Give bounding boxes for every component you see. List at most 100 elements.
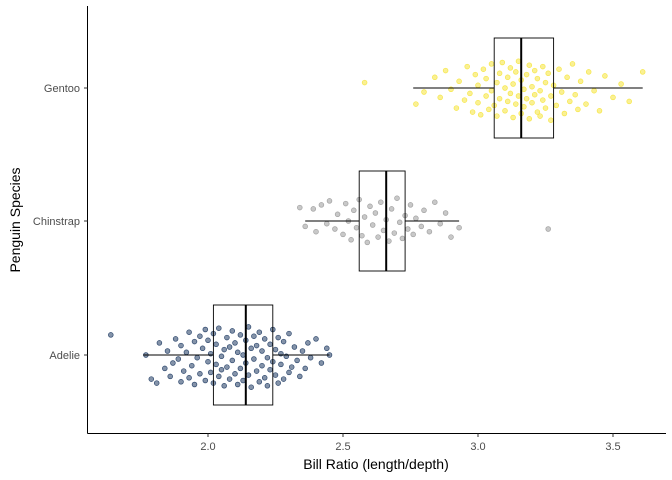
point-adelie xyxy=(207,369,214,376)
point-adelie xyxy=(253,368,260,374)
point-chinstrap xyxy=(418,223,425,230)
point-gentoo xyxy=(626,98,632,105)
point-chinstrap xyxy=(369,222,376,228)
point-chinstrap xyxy=(342,200,349,207)
point-chinstrap xyxy=(407,202,414,208)
point-adelie xyxy=(202,326,209,333)
point-gentoo xyxy=(453,105,460,111)
point-chinstrap xyxy=(353,224,360,231)
y-tick-label-adelie: Adelie xyxy=(49,350,80,362)
point-gentoo xyxy=(542,105,549,111)
point-adelie xyxy=(253,342,260,349)
point-adelie xyxy=(261,375,268,381)
point-adelie xyxy=(178,342,184,349)
point-gentoo xyxy=(515,58,522,64)
point-gentoo xyxy=(523,95,530,102)
point-adelie xyxy=(264,383,271,389)
point-adelie xyxy=(191,381,198,388)
point-gentoo xyxy=(556,66,562,72)
point-chinstrap xyxy=(313,228,319,235)
point-gentoo xyxy=(504,98,511,105)
point-gentoo xyxy=(456,78,462,85)
point-adelie xyxy=(313,336,319,342)
point-adelie xyxy=(202,377,209,384)
point-adelie xyxy=(226,376,233,382)
point-gentoo xyxy=(591,87,597,94)
point-adelie xyxy=(259,348,265,354)
point-adelie xyxy=(251,333,257,339)
point-gentoo xyxy=(577,78,584,85)
point-gentoo xyxy=(531,67,538,74)
point-adelie xyxy=(297,373,303,380)
x-tick-label: 2.0 xyxy=(200,441,215,453)
point-gentoo xyxy=(510,81,516,87)
point-chinstrap xyxy=(372,210,379,216)
point-gentoo xyxy=(523,71,530,78)
x-tick-label: 3.5 xyxy=(605,441,620,453)
point-adelie xyxy=(197,371,203,377)
point-chinstrap xyxy=(437,220,443,227)
point-adelie xyxy=(267,366,273,373)
point-chinstrap xyxy=(394,195,400,201)
point-chinstrap xyxy=(375,234,381,240)
point-chinstrap xyxy=(432,199,438,205)
point-gentoo xyxy=(515,93,522,99)
point-gentoo xyxy=(469,109,476,115)
point-adelie xyxy=(248,384,254,390)
point-adelie xyxy=(183,349,190,356)
point-chinstrap xyxy=(332,226,338,232)
point-chinstrap xyxy=(310,206,317,212)
point-gentoo xyxy=(526,116,533,122)
point-adelie xyxy=(178,379,184,385)
point-adelie xyxy=(218,353,225,360)
point-adelie xyxy=(245,372,252,378)
point-gentoo xyxy=(534,109,541,115)
point-gentoo xyxy=(488,87,495,94)
point-gentoo xyxy=(413,101,419,107)
point-adelie xyxy=(264,354,271,361)
point-gentoo xyxy=(531,91,538,98)
point-gentoo xyxy=(421,89,427,95)
point-adelie xyxy=(162,365,168,372)
point-gentoo xyxy=(542,79,549,86)
point-gentoo xyxy=(572,91,578,98)
point-chinstrap xyxy=(399,235,406,242)
point-adelie xyxy=(234,381,241,388)
point-chinstrap xyxy=(388,206,395,212)
point-adelie xyxy=(205,337,211,344)
point-gentoo xyxy=(567,98,573,105)
point-adelie xyxy=(294,357,300,364)
point-chinstrap xyxy=(351,207,357,214)
x-tick-layer: 2.0 2.5 3.0 3.5 xyxy=(200,433,621,453)
point-adelie xyxy=(218,366,225,373)
point-gentoo xyxy=(475,82,481,89)
point-adelie xyxy=(108,332,114,338)
point-adelie xyxy=(172,336,179,342)
point-adelie xyxy=(272,346,279,353)
point-adelie xyxy=(251,356,257,362)
point-gentoo xyxy=(483,75,489,82)
point-gentoo xyxy=(569,61,576,67)
point-gentoo xyxy=(510,114,516,121)
point-adelie xyxy=(224,364,230,370)
point-chinstrap xyxy=(545,226,551,232)
point-adelie xyxy=(261,336,268,342)
point-adelie xyxy=(180,368,187,374)
point-chinstrap xyxy=(391,230,398,236)
point-gentoo xyxy=(475,99,481,106)
point-gentoo xyxy=(513,101,519,107)
point-gentoo xyxy=(540,97,546,103)
point-adelie xyxy=(286,330,292,337)
point-gentoo xyxy=(521,104,527,110)
point-adelie xyxy=(267,341,273,348)
point-gentoo xyxy=(537,87,543,94)
point-adelie xyxy=(213,341,219,348)
point-gentoo xyxy=(502,85,508,91)
y-axis-title: Penguin Species xyxy=(7,167,23,272)
point-gentoo xyxy=(596,108,603,114)
point-chinstrap xyxy=(326,198,333,204)
point-gentoo xyxy=(437,94,443,101)
point-gentoo xyxy=(507,90,514,97)
point-gentoo xyxy=(529,83,535,90)
